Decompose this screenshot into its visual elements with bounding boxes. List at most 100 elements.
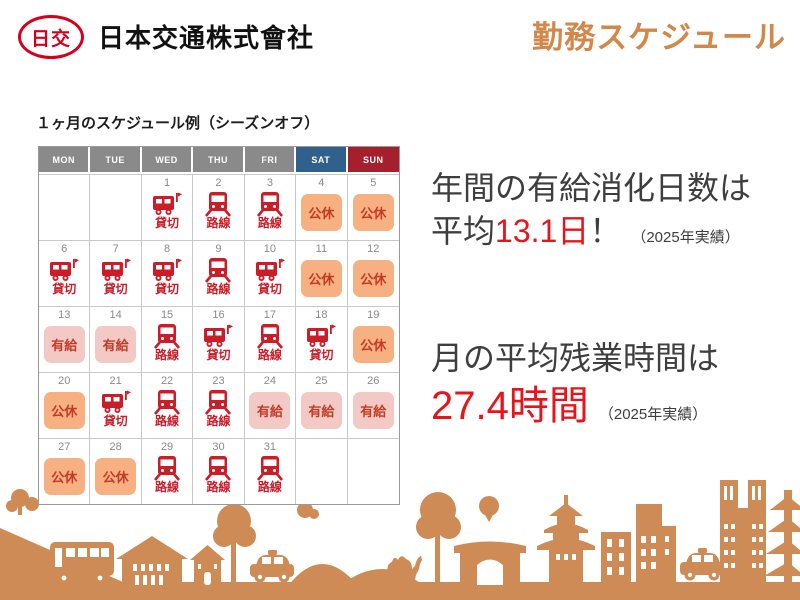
charter-bus-icon: [152, 257, 183, 283]
date-number: 11: [315, 243, 328, 255]
duty-label: 路線: [206, 282, 231, 296]
date-number: 19: [367, 309, 380, 321]
duty-label: 路線: [257, 480, 282, 494]
calendar-caption: １ヶ月のスケジュール例（シーズンオフ）: [36, 115, 320, 132]
date-number: 26: [367, 375, 380, 387]
calendar-cell: 23 路線: [193, 372, 245, 438]
calendar-cell: 28 公休: [90, 438, 142, 504]
calendar-cell: 13 有給: [39, 306, 91, 372]
route-bus-icon: [203, 455, 233, 481]
charter-bus-icon: [152, 191, 183, 217]
route-bus-icon: [152, 323, 182, 349]
calendar-cell: [90, 174, 142, 240]
day-header-thu: THU: [193, 147, 245, 172]
holiday-chip: 公休: [352, 194, 394, 231]
day-header-mon: MON: [39, 147, 91, 172]
duty-label: 路線: [206, 216, 231, 230]
date-number: 15: [160, 309, 174, 321]
stat-value: 27.4時間: [431, 384, 589, 428]
duty-label: 貸切: [103, 414, 128, 428]
holiday-chip: 公休: [300, 260, 342, 297]
calendar-cell: 5 公休: [347, 174, 399, 240]
duty-label: 貸切: [206, 348, 231, 362]
calendar-cell: 26 有給: [347, 372, 399, 438]
calendar-cell: 15 路線: [141, 306, 194, 372]
holiday-chip: 公休: [95, 458, 137, 495]
calendar-cell: 22 路線: [141, 372, 194, 438]
paid_leave-chip: 有給: [352, 392, 394, 429]
calendar-cell: 31 路線: [244, 438, 297, 504]
calendar-cell: 12 公休: [347, 240, 399, 306]
calendar-cell: 21 貸切: [90, 372, 142, 438]
paid_leave-chip: 有給: [300, 392, 342, 429]
calendar-cell: 2 路線: [193, 174, 245, 240]
duty-label: 路線: [206, 414, 231, 428]
date-number: 17: [263, 309, 277, 321]
calendar-cell: 24 有給: [244, 372, 297, 438]
calendar-cell: 30 路線: [193, 438, 245, 504]
day-header-fri: FRI: [244, 147, 297, 172]
route-bus-icon: [255, 323, 285, 349]
route-bus-icon: [255, 191, 285, 217]
charter-bus-icon: [255, 257, 285, 283]
date-number: 10: [263, 243, 277, 255]
overtime-stat: 月の平均残業時間は 27.4時間 （2025年実績）: [431, 338, 719, 431]
logo-text: 日交: [30, 28, 71, 50]
date-number: 4: [318, 177, 325, 189]
calendar-cell: 14 有給: [90, 306, 142, 372]
duty-label: 貸切: [52, 282, 77, 296]
route-bus-icon: [152, 455, 182, 481]
charter-bus-icon: [101, 389, 131, 415]
schedule-calendar: MON TUE WED THU FRI SAT SUN 1 貸切 2 路線 3 路線 4 公休 5 公休 6 貸切…: [38, 146, 400, 505]
city-skyline-silhouette: [0, 480, 800, 600]
duty-label: 路線: [155, 348, 180, 362]
calendar-cell: 6 貸切: [39, 240, 91, 306]
calendar-cell: 27 公休: [39, 438, 91, 504]
duty-label: 貸切: [257, 282, 282, 296]
date-number: 30: [212, 441, 225, 453]
duty-label: 貸切: [309, 348, 334, 362]
paid-leave-stat: 年間の有給消化日数は 平均13.1日！ （2025年実績）: [431, 168, 751, 251]
paid_leave-chip: 有給: [249, 392, 291, 429]
stat-heading: 月の平均残業時間は: [431, 340, 720, 376]
day-header-sat: SAT: [296, 147, 348, 172]
duty-label: 路線: [206, 480, 231, 494]
holiday-chip: 公休: [43, 458, 85, 495]
duty-label: 路線: [155, 414, 180, 428]
calendar-cell: 10 貸切: [244, 240, 297, 306]
date-number: 25: [315, 375, 328, 387]
date-number: 13: [58, 309, 71, 321]
calendar-cell: 4 公休: [296, 174, 348, 240]
calendar-cell: 1 貸切: [141, 174, 194, 240]
date-number: 5: [370, 177, 377, 189]
date-number: 23: [212, 375, 225, 387]
date-number: 27: [58, 441, 71, 453]
calendar-cell: 3 路線: [244, 174, 297, 240]
stat-prefix: 平均: [431, 213, 496, 249]
route-bus-icon: [203, 257, 233, 283]
date-number: 22: [160, 375, 174, 387]
calendar-cell: 16 貸切: [193, 306, 245, 372]
calendar-cell: [39, 174, 91, 240]
stat-suffix: ！: [589, 213, 622, 249]
date-number: 18: [315, 309, 328, 321]
date-number: 31: [263, 441, 277, 453]
charter-bus-icon: [49, 257, 80, 283]
calendar-cell: 29 路線: [141, 438, 194, 504]
company-logo-icon: 日交: [18, 15, 84, 59]
date-number: 9: [215, 243, 222, 255]
calendar-grid: 1 貸切 2 路線 3 路線 4 公休 5 公休 6 貸切 7 貸切 8 貸切 9 路線 10 貸切 11 公休 12 公休 1…: [39, 174, 399, 504]
calendar-cell: 25 有給: [296, 372, 348, 438]
calendar-cell: 7 貸切: [90, 240, 142, 306]
date-number: 14: [109, 309, 122, 321]
day-header-wed: WED: [141, 147, 194, 172]
charter-bus-icon: [203, 323, 234, 349]
date-number: 1: [164, 177, 171, 189]
holiday-chip: 公休: [43, 392, 85, 429]
route-bus-icon: [255, 455, 285, 481]
stat-value-line: 平均13.1日！ （2025年実績）: [431, 211, 751, 251]
paid_leave-chip: 有給: [43, 326, 85, 363]
calendar-cell: 20 公休: [39, 372, 91, 438]
stat-value-line: 27.4時間 （2025年実績）: [431, 381, 719, 431]
